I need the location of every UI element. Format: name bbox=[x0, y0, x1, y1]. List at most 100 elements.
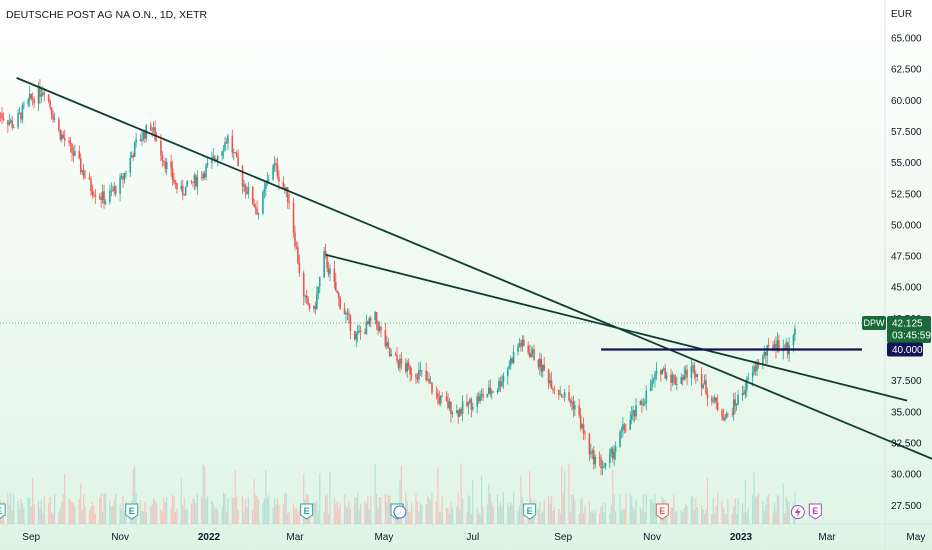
candle bbox=[537, 358, 540, 370]
earnings-marker[interactable]: E bbox=[125, 503, 139, 520]
candle bbox=[368, 316, 371, 327]
volume-bar bbox=[476, 507, 478, 524]
volume-bar bbox=[492, 505, 494, 524]
candle bbox=[27, 98, 30, 108]
volume-bar bbox=[547, 495, 550, 524]
candle bbox=[84, 169, 86, 180]
volume-bar bbox=[693, 510, 695, 524]
volume-bar bbox=[754, 497, 757, 524]
volume-bar bbox=[711, 513, 713, 524]
volume-bar bbox=[508, 506, 510, 524]
volume-bar bbox=[574, 499, 576, 524]
trendline-long-downtrend[interactable] bbox=[16, 77, 932, 467]
volume-bar bbox=[298, 510, 300, 524]
volume-bar bbox=[673, 494, 675, 524]
candle bbox=[152, 121, 155, 134]
candle bbox=[349, 314, 352, 340]
candle bbox=[488, 380, 490, 395]
candle bbox=[112, 185, 114, 192]
candle bbox=[492, 390, 495, 393]
candle bbox=[604, 462, 607, 471]
candle bbox=[308, 302, 311, 312]
candle bbox=[425, 362, 427, 383]
dividend-marker[interactable] bbox=[393, 505, 407, 519]
volume-bar bbox=[559, 513, 561, 524]
volume-bar bbox=[50, 512, 53, 524]
earnings-marker[interactable]: E bbox=[655, 503, 669, 520]
volume-bar bbox=[695, 497, 697, 524]
volume-bar bbox=[599, 513, 601, 524]
candle bbox=[163, 160, 165, 166]
volume-bar bbox=[61, 502, 63, 524]
volume-bar bbox=[359, 503, 362, 524]
volume-bar bbox=[425, 503, 427, 524]
earnings-marker[interactable]: E bbox=[0, 503, 6, 520]
candle bbox=[448, 397, 451, 412]
volume-bar bbox=[183, 497, 185, 524]
candle bbox=[743, 386, 745, 396]
y-tick-label: 35.000 bbox=[891, 407, 922, 418]
volume-bar bbox=[59, 507, 61, 524]
candle bbox=[447, 392, 449, 410]
candle bbox=[30, 93, 32, 102]
candle bbox=[579, 407, 582, 432]
trendlines[interactable] bbox=[16, 77, 932, 467]
volume-bar bbox=[29, 497, 31, 524]
event-markers[interactable]: EEEEEEE bbox=[0, 503, 822, 520]
candle bbox=[263, 181, 266, 199]
candle bbox=[333, 260, 336, 289]
volume-bar bbox=[339, 502, 341, 524]
candle bbox=[173, 172, 175, 185]
candle bbox=[671, 371, 674, 387]
candle bbox=[11, 115, 14, 131]
candle bbox=[533, 344, 535, 361]
volume-bar bbox=[580, 499, 582, 524]
volume-bar bbox=[564, 471, 566, 524]
volume-bar bbox=[234, 469, 236, 524]
time-axis[interactable]: Sep Nov 2022 Mar May Jul Sep Nov 2023 Mar May bbox=[22, 532, 925, 543]
volume-bar bbox=[539, 502, 541, 524]
candle bbox=[49, 98, 51, 110]
earnings-marker[interactable]: E bbox=[523, 503, 537, 520]
candle bbox=[206, 158, 209, 168]
y-tick-label: 50.000 bbox=[891, 220, 922, 231]
volume-bar bbox=[84, 506, 86, 524]
volume-bar bbox=[201, 496, 203, 524]
volume-bar bbox=[123, 510, 126, 524]
candle bbox=[611, 446, 614, 463]
volume-bar bbox=[212, 503, 214, 524]
earnings-marker[interactable]: E bbox=[808, 503, 822, 520]
volume-bar bbox=[18, 509, 21, 524]
candle bbox=[512, 345, 515, 365]
candle bbox=[574, 400, 576, 417]
volume-bar bbox=[319, 473, 321, 524]
volume-bar bbox=[100, 493, 102, 524]
candle bbox=[33, 96, 35, 109]
volume-bar bbox=[686, 505, 688, 524]
candle bbox=[582, 417, 585, 441]
candle bbox=[539, 352, 541, 376]
split-marker[interactable] bbox=[790, 505, 805, 519]
earnings-marker[interactable]: E bbox=[300, 503, 314, 520]
volume-bar bbox=[593, 512, 595, 524]
volume-bar bbox=[53, 493, 56, 524]
trendline-short-downtrend[interactable] bbox=[325, 253, 908, 402]
candle bbox=[222, 144, 225, 159]
candle bbox=[254, 203, 257, 215]
volume-bar bbox=[491, 502, 493, 524]
volume-bar bbox=[386, 502, 388, 524]
volume-bar bbox=[256, 495, 258, 524]
volume-bar bbox=[144, 502, 146, 524]
volume-bar bbox=[435, 501, 437, 524]
candle bbox=[39, 79, 41, 105]
volume-bar bbox=[448, 513, 451, 524]
candle bbox=[353, 330, 356, 341]
candle bbox=[683, 366, 685, 382]
volume-bar bbox=[520, 476, 522, 524]
volume-bar bbox=[441, 495, 443, 524]
candle bbox=[623, 423, 626, 434]
candle bbox=[509, 355, 512, 371]
volume-bar bbox=[155, 503, 158, 524]
